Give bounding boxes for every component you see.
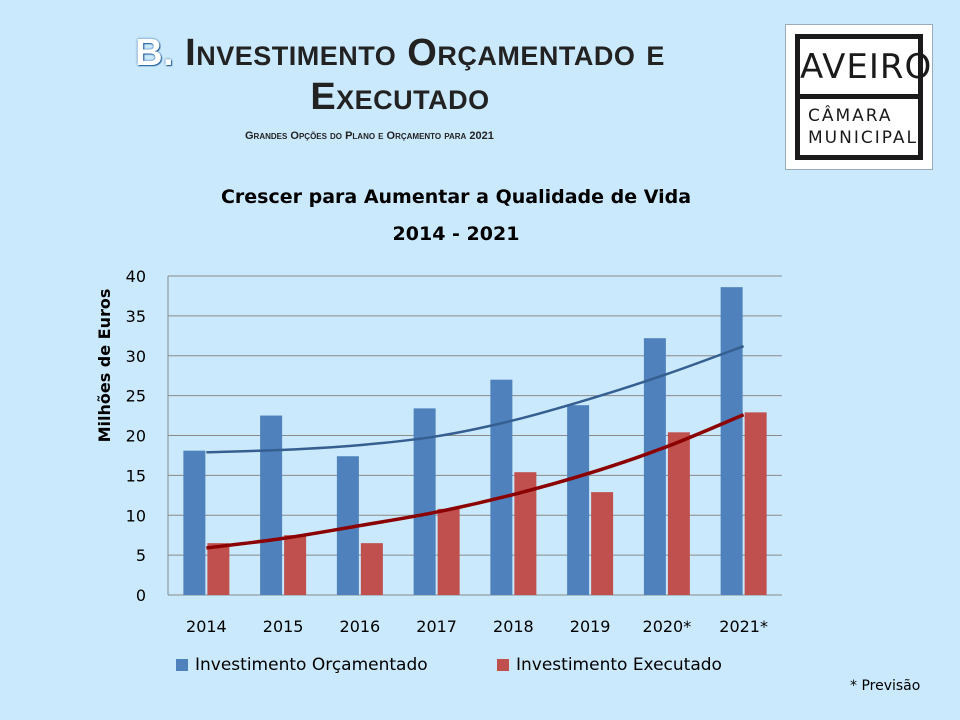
bar-orcamentado xyxy=(643,338,666,595)
logo-line2: MUNICIPAL xyxy=(808,128,918,148)
bar-executado xyxy=(437,508,460,595)
bar-orcamentado xyxy=(567,405,590,595)
y-tick-label: 35 xyxy=(126,307,146,326)
logo-top-text: AVEIRO xyxy=(800,39,931,99)
x-tick-label: 2019 xyxy=(570,617,611,636)
slide-title: B. Investimento Orçamentado e Executado xyxy=(60,34,740,116)
y-tick-label: 20 xyxy=(126,427,146,446)
bar-executado xyxy=(207,543,230,595)
legend-label-orcamentado: Investimento Orçamentado xyxy=(195,655,428,675)
y-tick-label: 25 xyxy=(126,387,146,406)
y-tick-label: 15 xyxy=(126,466,146,485)
bar-executado xyxy=(284,535,307,595)
legend-label-executado: Investimento Executado xyxy=(516,655,722,675)
logo-line1: CÂMARA xyxy=(808,106,893,126)
bar-executado xyxy=(514,472,537,595)
bar-orcamentado xyxy=(260,415,283,595)
footnote: * Previsão xyxy=(850,678,921,694)
y-tick-label: 10 xyxy=(126,506,146,525)
x-tick-label: 2016 xyxy=(340,617,381,636)
slide-subtitle: Grandes Opções do Plano e Orçamento para… xyxy=(245,130,494,142)
title-text: Investimento Orçamentado e xyxy=(174,32,665,74)
trendline-orcamentado xyxy=(206,345,745,454)
x-tick-label: 2017 xyxy=(416,617,457,636)
bar-executado xyxy=(360,543,383,595)
x-tick-label: 2015 xyxy=(263,617,304,636)
y-tick-label: 5 xyxy=(136,546,146,565)
bar-executado xyxy=(744,412,767,595)
chart-title: Crescer para Aumentar a Qualidade de Vid… xyxy=(221,186,691,208)
bar-executado xyxy=(591,492,614,595)
title-line2: Executado xyxy=(310,76,490,118)
legend-swatch-orcamentado xyxy=(176,659,188,671)
aveiro-logo: AVEIRO CÂMARA MUNICIPAL xyxy=(785,24,933,170)
trendline-executado xyxy=(206,413,745,550)
bar-orcamentado xyxy=(413,408,436,595)
bar-orcamentado xyxy=(490,379,513,595)
title-line1: B. Investimento Orçamentado e xyxy=(60,34,740,72)
logo-bottom: CÂMARA MUNICIPAL xyxy=(800,99,918,149)
logo-frame: AVEIRO CÂMARA MUNICIPAL xyxy=(795,34,931,160)
y-tick-label: 40 xyxy=(126,267,146,286)
x-tick-label: 2020* xyxy=(643,617,692,636)
legend-swatch-executado xyxy=(497,659,509,671)
bar-executado xyxy=(667,432,690,595)
x-tick-label: 2021* xyxy=(719,617,768,636)
y-tick-label: 0 xyxy=(136,586,146,605)
bar-orcamentado xyxy=(336,456,359,595)
x-tick-label: 2014 xyxy=(186,617,227,636)
bar-orcamentado xyxy=(183,450,206,595)
y-tick-label: 30 xyxy=(126,347,146,366)
y-axis-label: Milhões de Euros xyxy=(95,289,114,443)
title-prefix: B. xyxy=(135,32,175,74)
bar-orcamentado xyxy=(720,287,743,595)
chart-subtitle: 2014 - 2021 xyxy=(393,223,520,245)
x-tick-label: 2018 xyxy=(493,617,534,636)
